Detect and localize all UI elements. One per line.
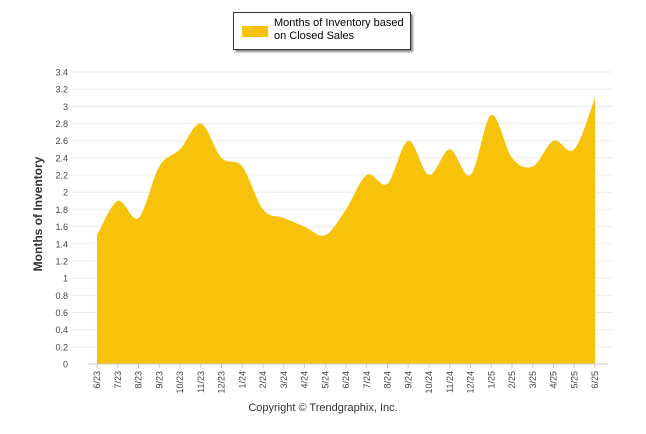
x-tick-label: 4/25 [549,371,559,389]
y-tick-labels: 0 0.2 0.4 0.6 0.8 1 1.2 1.4 1.6 1.8 2 2.2 2.4 2.6 2.8 3… [55,68,68,370]
y-tick-label: 1.6 [55,222,68,232]
y-tick-label: 2.8 [55,119,68,129]
y-tick-label: 3.2 [55,85,68,95]
y-tick-label: 1.2 [55,256,68,266]
x-tick-label: 9/24 [403,371,413,389]
y-tick-label: 3.4 [55,68,68,78]
x-tick-label: 6/24 [341,371,351,389]
y-tick-label: 3 [63,102,68,112]
y-axis-label: Months of Inventory [31,156,45,271]
y-tick-label: 2.4 [55,153,68,163]
legend-swatch [242,26,268,37]
y-tick-label: 0.2 [55,342,68,352]
x-tick-label: 8/24 [383,371,393,389]
x-tick-label: 12/23 [217,371,227,394]
x-tick-label: 6/25 [590,371,600,389]
x-tick-label: 10/23 [175,371,185,394]
copyright-text: Copyright © Trendgraphix, Inc. [248,402,398,414]
y-tick-label: 0.8 [55,291,68,301]
x-tick-label: 3/25 [528,371,538,389]
x-tick-label: 7/24 [362,371,372,389]
x-tick-label: 3/24 [279,371,289,389]
y-tick-label: 1.4 [55,239,68,249]
x-tick-label: 6/23 [92,371,102,389]
x-tick-label: 1/24 [237,371,247,389]
y-tick-label: 2 [63,188,68,198]
x-tick-labels: 6/23 7/23 8/23 9/23 10/23 11/23 12/23 1/24 2/24 3… [92,364,600,394]
x-tick-label: 8/23 [134,371,144,389]
y-tick-label: 1 [63,274,68,284]
series-area [97,97,595,364]
legend-label: Months of Inventory based on Closed Sale… [274,17,404,42]
x-tick-label: 1/25 [486,371,496,389]
x-tick-label: 2/25 [507,371,517,389]
legend: Months of Inventory based on Closed Sale… [233,12,411,50]
x-tick-label: 2/24 [258,371,268,389]
y-tick-label: 0 [63,360,68,370]
x-tick-label: 12/24 [466,371,476,394]
x-tick-label: 4/24 [300,371,310,389]
y-tick-label: 0.4 [55,325,68,335]
x-tick-label: 9/23 [154,371,164,389]
x-tick-label: 11/24 [445,371,455,393]
x-tick-label: 7/23 [113,371,123,389]
x-tick-label: 11/23 [196,371,206,393]
y-tick-label: 1.8 [55,205,68,215]
x-tick-label: 10/24 [424,371,434,394]
x-tick-label: 5/25 [569,371,579,389]
y-tick-label: 2.2 [55,171,68,181]
y-tick-label: 2.6 [55,136,68,146]
y-tick-label: 0.6 [55,308,68,318]
x-tick-label: 5/24 [320,371,330,389]
